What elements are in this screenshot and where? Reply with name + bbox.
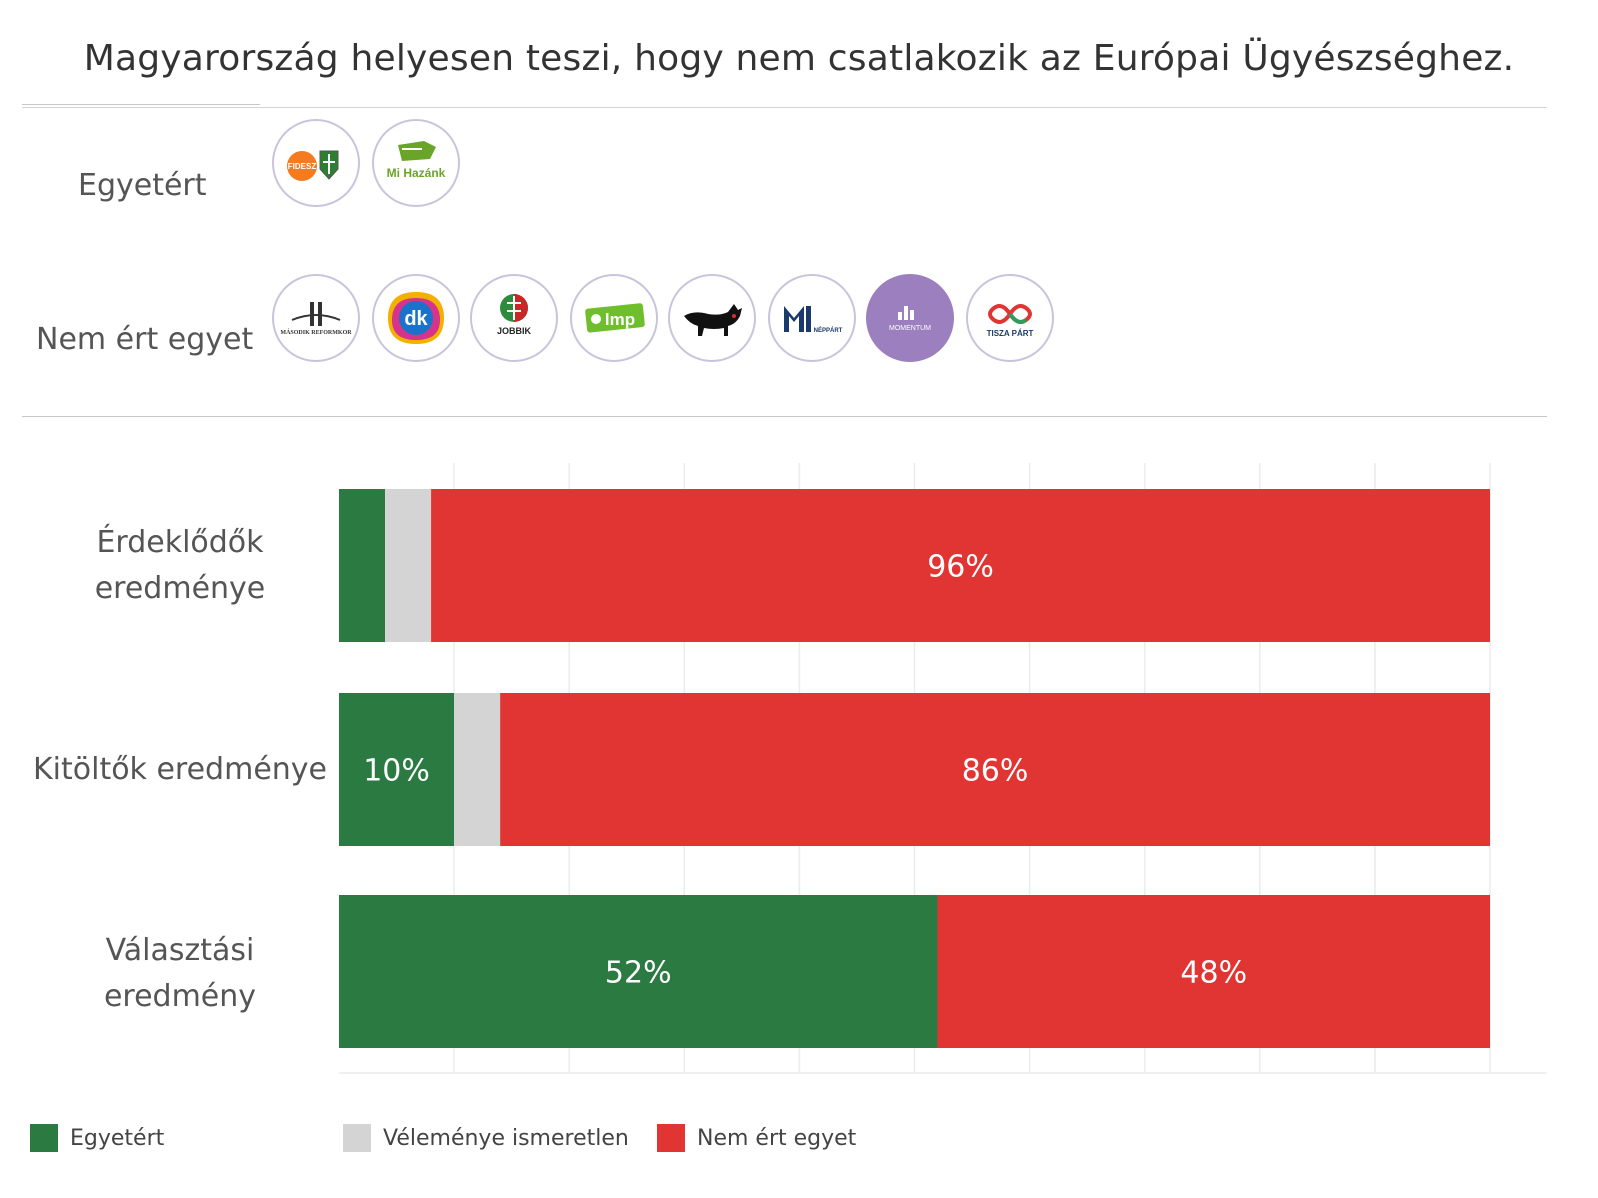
svg-text:MOMENTUM: MOMENTUM xyxy=(889,325,931,332)
disagree-group-label: Nem ért egyet xyxy=(36,322,254,357)
legend-item-agree: Egyetért xyxy=(30,1124,164,1152)
legend-swatch-unknown xyxy=(343,1124,371,1152)
bar-label-2-series-2: 48% xyxy=(1180,956,1247,991)
legend-swatch-agree xyxy=(30,1124,58,1152)
legend-label-disagree: Nem ért egyet xyxy=(697,1125,857,1151)
svg-text:Mi Hazánk: Mi Hazánk xyxy=(387,166,446,180)
chart-title: Magyarország helyesen teszi, hogy nem cs… xyxy=(83,38,1515,79)
svg-text:FIDESZ: FIDESZ xyxy=(288,162,317,171)
svg-text:MÁSODIK REFORMKOR: MÁSODIK REFORMKOR xyxy=(280,328,352,336)
agree-group-label: Egyetért xyxy=(78,168,207,203)
lmp-logo: lmp xyxy=(570,274,658,362)
momentum-logo: MOMENTUM xyxy=(866,274,954,362)
legend-label-agree: Egyetért xyxy=(70,1125,165,1151)
fidesz-kdnp-logo: FIDESZ xyxy=(272,119,360,207)
svg-text:NÉPPÁRT: NÉPPÁRT xyxy=(814,326,843,334)
jobbik-logo: JOBBIK xyxy=(470,274,558,362)
title-divider xyxy=(22,107,1547,108)
svg-text:JOBBIK: JOBBIK xyxy=(497,326,532,336)
svg-text:TISZA PÁRT: TISZA PÁRT xyxy=(987,329,1034,338)
category-label-2: Választási eredmény xyxy=(103,933,257,1014)
bar-2-series-0 xyxy=(339,895,938,1048)
bar-1-series-2 xyxy=(500,693,1490,846)
bar-0-series-2 xyxy=(431,489,1491,642)
title-divider-left xyxy=(22,104,260,105)
mmn-logo: NÉPPÁRT xyxy=(768,274,856,362)
bar-label-1-series-2: 86% xyxy=(962,754,1029,789)
category-label-0: Érdeklődők eredménye xyxy=(94,525,266,606)
bar-label-1-series-0: 10% xyxy=(363,754,430,789)
legend-swatch-disagree xyxy=(657,1124,685,1152)
bar-0-series-0 xyxy=(339,489,386,642)
mi-hazank-logo: Mi Hazánk xyxy=(372,119,460,207)
section-divider xyxy=(22,416,1547,417)
tisza-logo: TISZA PÁRT xyxy=(966,274,1054,362)
category-label-1: Kitöltők eredménye xyxy=(32,752,328,787)
mkkp-logo xyxy=(668,274,756,362)
svg-text:lmp: lmp xyxy=(605,310,635,329)
bar-1-series-0 xyxy=(339,693,455,846)
bar-1-series-1 xyxy=(454,693,501,846)
bar-label-2-series-0: 52% xyxy=(605,956,672,991)
legend-item-disagree: Nem ért egyet xyxy=(657,1124,856,1152)
bar-2-series-2 xyxy=(937,895,1490,1048)
dk-logo: dk xyxy=(372,274,460,362)
masodik-reformkor-logo: MÁSODIK REFORMKOR xyxy=(272,274,360,362)
svg-text:dk: dk xyxy=(404,308,428,330)
bar-0-series-1 xyxy=(385,489,432,642)
bar-label-0-series-2: 96% xyxy=(927,550,994,585)
legend-item-unknown: Véleménye ismeretlen xyxy=(343,1124,629,1152)
legend-label-unknown: Véleménye ismeretlen xyxy=(383,1125,629,1151)
